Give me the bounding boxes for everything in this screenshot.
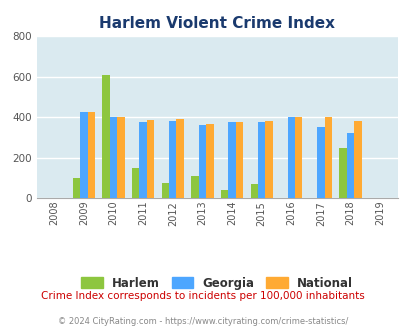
Bar	[110, 117, 117, 198]
Bar	[324, 117, 331, 198]
Text: © 2024 CityRating.com - https://www.cityrating.com/crime-statistics/: © 2024 CityRating.com - https://www.city…	[58, 317, 347, 326]
Bar	[294, 117, 302, 198]
Bar	[132, 168, 139, 198]
Bar	[198, 125, 206, 198]
Bar	[147, 119, 154, 198]
Bar	[102, 75, 110, 198]
Bar	[191, 176, 198, 198]
Bar	[316, 127, 324, 198]
Bar	[80, 112, 87, 198]
Bar	[257, 122, 265, 198]
Bar	[72, 178, 80, 198]
Bar	[176, 119, 183, 198]
Bar	[353, 120, 361, 198]
Bar	[117, 117, 124, 198]
Bar	[339, 148, 346, 198]
Legend: Harlem, Georgia, National: Harlem, Georgia, National	[77, 272, 357, 294]
Text: Crime Index corresponds to incidents per 100,000 inhabitants: Crime Index corresponds to incidents per…	[41, 291, 364, 301]
Bar	[228, 122, 235, 198]
Bar	[265, 120, 272, 198]
Bar	[220, 190, 228, 198]
Bar	[161, 183, 168, 198]
Bar	[87, 112, 95, 198]
Bar	[250, 184, 257, 198]
Bar	[168, 121, 176, 198]
Bar	[346, 133, 353, 198]
Bar	[139, 122, 147, 198]
Bar	[287, 117, 294, 198]
Bar	[206, 124, 213, 198]
Bar	[235, 121, 243, 198]
Title: Harlem Violent Crime Index: Harlem Violent Crime Index	[99, 16, 335, 31]
